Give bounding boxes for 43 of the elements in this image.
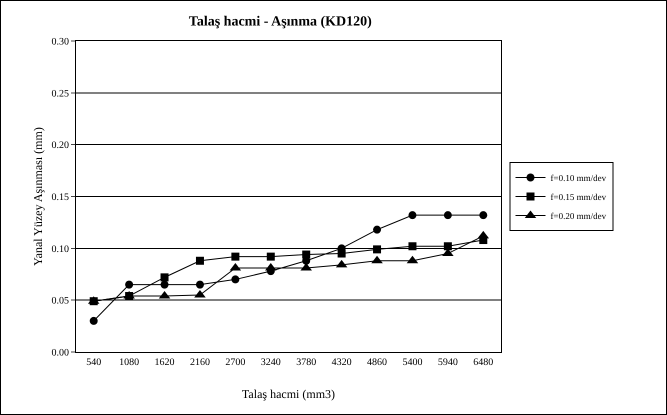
legend-label: f=0.15 mm/dev [550,192,607,202]
x-tick-label: 2160 [190,357,210,368]
x-tick-label: 6480 [473,357,494,368]
y-axis-title: Yanal Yüzey Aşınması (mm) [31,127,45,266]
x-axis-title: Talaş hacmi (mm3) [242,387,336,401]
y-tick-label: 0.00 [52,348,69,358]
x-tick-label: 5400 [402,357,422,368]
x-tick-label: 1620 [154,357,175,368]
point [444,242,452,250]
y-tick-label: 0.05 [52,296,69,307]
point [160,280,169,289]
point [266,252,275,261]
x-tick-label: 4320 [332,357,352,368]
point [160,273,169,282]
point [231,275,240,284]
point [408,242,416,250]
legend-label: f=0.10 mm/dev [550,173,607,184]
point [373,245,382,254]
x-tick-label: 3780 [296,357,316,368]
chart-title: Talaş hacmi - Aşınma (KD120) [188,14,372,30]
point [479,211,488,220]
y-tick-label: 0.25 [52,88,69,100]
y-tick-label: 0.20 [52,140,69,152]
point [231,252,240,261]
y-tick-label: 0.15 [52,192,69,203]
x-tick-label: 3240 [260,357,281,368]
y-tick-label: 0.10 [52,244,69,255]
point [302,250,310,259]
point [338,250,346,258]
x-tick-label: 1080 [119,357,140,368]
legend-label: f=0.20 mm/dev [550,211,607,222]
point [408,211,416,220]
point [196,256,204,265]
point [444,211,452,220]
x-tick-label: 540 [86,357,102,368]
point [196,280,204,289]
x-tick-label: 2700 [225,357,246,368]
x-tick-label: 5940 [438,357,458,368]
y-tick-label: 0.30 [52,36,69,48]
point [373,226,382,234]
point [90,316,98,325]
x-tick-label: 4860 [367,357,388,368]
point [125,280,134,289]
